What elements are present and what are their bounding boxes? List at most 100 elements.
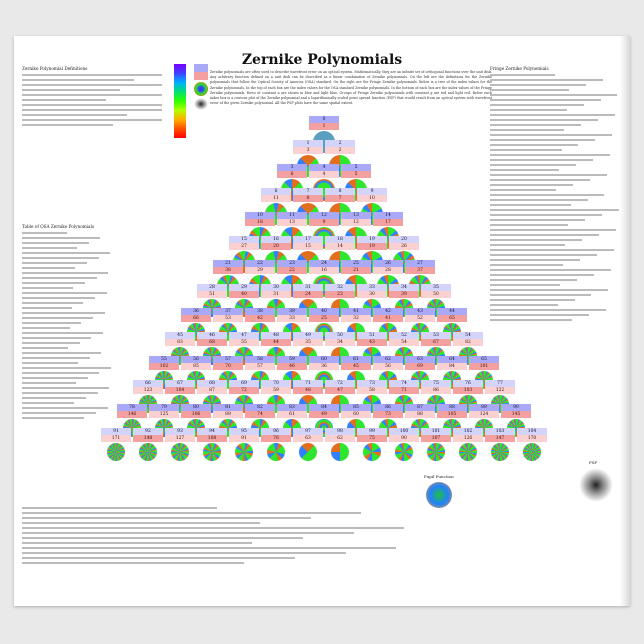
osa-index: 56 — [181, 356, 211, 363]
pupil-disk — [426, 482, 452, 508]
osa-index: 75 — [421, 380, 451, 387]
zernike-cell: 101 107 — [421, 428, 451, 461]
fringe-index: 125 — [149, 411, 179, 418]
osa-index: 96 — [261, 428, 291, 435]
zernike-cell: 94 108 — [197, 428, 227, 461]
left-definitions-heading: Zernike Polynomial Definitions — [22, 66, 88, 71]
zernike-cell: 104 170 — [517, 428, 547, 461]
fringe-index: 70 — [213, 363, 243, 370]
fringe-index: 61 — [277, 411, 307, 418]
right-fringe: Fringe Zernike Polynomials — [490, 66, 620, 324]
left-definitions: Zernike Polynomial Definitions — [22, 66, 162, 129]
fringe-index: 10 — [357, 195, 387, 202]
fringe-index: 54 — [389, 339, 419, 346]
osa-index: 3 — [277, 164, 307, 171]
legend-psf — [194, 98, 208, 110]
osa-index: 7 — [293, 188, 323, 195]
fringe-index: 41 — [373, 315, 403, 322]
osa-index: 84 — [309, 404, 339, 411]
osa-index: 26 — [373, 260, 403, 267]
zernike-cell: 96 76 — [261, 428, 291, 461]
zernike-cell: 95 91 — [229, 428, 259, 461]
fringe-index: 66 — [181, 315, 211, 322]
intro-text: Zernike polynomials are often used to de… — [210, 70, 492, 106]
fringe-index: 29 — [245, 267, 275, 274]
osa-index: 31 — [293, 284, 323, 291]
fringe-index: 76 — [261, 435, 291, 442]
osa-index: 60 — [309, 356, 339, 363]
zernike-cell: 99 75 — [357, 428, 387, 461]
zernike-contour-disk — [363, 443, 381, 461]
osa-index: 81 — [213, 404, 243, 411]
fringe-index: 34 — [325, 339, 355, 346]
fringe-index: 21 — [341, 267, 371, 274]
legend-disk — [194, 82, 208, 96]
osa-index: 73 — [357, 380, 387, 387]
fringe-index: 122 — [485, 387, 515, 394]
fringe-index: 43 — [357, 339, 387, 346]
fringe-index: 84 — [437, 363, 467, 370]
fringe-index: 101 — [469, 363, 499, 370]
zernike-contour-disk — [331, 443, 349, 461]
osa-index: 70 — [261, 380, 291, 387]
fringe-index: 83 — [165, 339, 195, 346]
osa-index: 30 — [261, 284, 291, 291]
osa-index: 44 — [437, 308, 467, 315]
fringe-index: 147 — [485, 435, 515, 442]
fringe-index: 12 — [341, 219, 371, 226]
fringe-index: 59 — [261, 387, 291, 394]
osa-index: 48 — [261, 332, 291, 339]
osa-index: 97 — [293, 428, 323, 435]
fringe-index: 62 — [325, 435, 355, 442]
zernike-cell: 102 126 — [453, 428, 483, 461]
osa-index: 27 — [405, 260, 435, 267]
osa-index: 41 — [341, 308, 371, 315]
osa-index: 24 — [309, 260, 339, 267]
fringe-index: 148 — [133, 435, 163, 442]
osa-index: 13 — [341, 212, 371, 219]
fringe-index: 20 — [261, 243, 291, 250]
osa-index: 16 — [261, 236, 291, 243]
colorbar — [174, 64, 186, 138]
osa-index: 55 — [149, 356, 179, 363]
osa-index: 43 — [405, 308, 435, 315]
fringe-index: 57 — [245, 363, 275, 370]
osa-index: 74 — [389, 380, 419, 387]
fringe-index: 56 — [373, 363, 403, 370]
osa-index: 23 — [277, 260, 307, 267]
zernike-contour-disk — [107, 443, 125, 461]
osa-index: 58 — [245, 356, 275, 363]
fringe-index: 75 — [357, 435, 387, 442]
osa-index: 51 — [357, 332, 387, 339]
fringe-index: 105 — [437, 411, 467, 418]
fringe-index: 108 — [197, 435, 227, 442]
osa-index: 99 — [357, 428, 387, 435]
osa-index: 78 — [117, 404, 147, 411]
osa-index: 57 — [213, 356, 243, 363]
fringe-index: 171 — [101, 435, 131, 442]
osa-index: 40 — [309, 308, 339, 315]
fringe-index: 71 — [389, 387, 419, 394]
fringe-index: 68 — [197, 339, 227, 346]
fringe-index: 69 — [405, 363, 435, 370]
osa-index: 17 — [293, 236, 323, 243]
fringe-index: 82 — [453, 339, 483, 346]
osa-index: 79 — [149, 404, 179, 411]
fringe-index: 2 — [325, 147, 355, 154]
osa-index: 39 — [277, 308, 307, 315]
zernike-contour-disk — [491, 443, 509, 461]
osa-index: 72 — [325, 380, 355, 387]
osa-index: 65 — [469, 356, 499, 363]
zernike-cell: 92 148 — [133, 428, 163, 461]
fringe-index: 25 — [309, 315, 339, 322]
zernike-contour-disk — [459, 443, 477, 461]
zernike-cell: 103 147 — [485, 428, 515, 461]
fringe-index: 52 — [405, 315, 435, 322]
zernike-contour-disk — [267, 443, 285, 461]
fringe-index: 58 — [357, 387, 387, 394]
osa-index: 87 — [405, 404, 435, 411]
zernike-cell: 97 63 — [293, 428, 323, 461]
osa-index: 83 — [277, 404, 307, 411]
osa-index: 59 — [277, 356, 307, 363]
osa-index: 22 — [245, 260, 275, 267]
